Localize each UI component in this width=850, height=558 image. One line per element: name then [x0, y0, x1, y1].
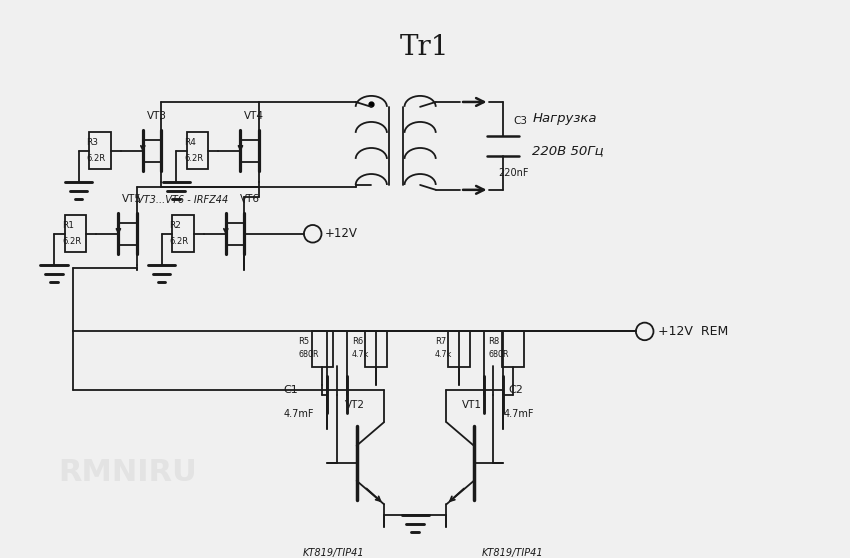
Text: 6.2R: 6.2R [62, 237, 81, 246]
Text: C1: C1 [283, 385, 298, 395]
Text: 4.7k: 4.7k [352, 350, 369, 359]
Text: R8: R8 [489, 336, 500, 345]
Text: R3: R3 [87, 138, 99, 147]
Text: 680R: 680R [298, 350, 319, 359]
Bar [65, 215, 87, 252]
Text: R5: R5 [298, 336, 309, 345]
Text: VT1: VT1 [462, 400, 482, 410]
Text: Нагрузка: Нагрузка [532, 112, 597, 125]
Text: 4.7k: 4.7k [434, 350, 452, 359]
Text: C3: C3 [513, 117, 527, 127]
Text: KT819/TIP41: KT819/TIP41 [303, 548, 365, 558]
Text: 680R: 680R [489, 350, 509, 359]
Text: VT4: VT4 [244, 110, 264, 121]
Text: +12V  REM: +12V REM [659, 325, 728, 338]
Text: R7: R7 [434, 336, 446, 345]
Text: Tr1: Tr1 [400, 33, 450, 61]
Text: VT2: VT2 [345, 400, 365, 410]
Bar [173, 215, 194, 252]
Text: R4: R4 [184, 138, 196, 147]
Bar [449, 331, 470, 367]
Text: VT6: VT6 [240, 194, 259, 204]
Text: VT3: VT3 [147, 110, 167, 121]
Bar [312, 331, 333, 367]
Text: 220В 50Гц: 220В 50Гц [532, 145, 604, 157]
Text: 220nF: 220nF [498, 168, 529, 178]
Text: R1: R1 [62, 222, 74, 230]
Text: 4.7mF: 4.7mF [503, 410, 534, 420]
Bar [89, 132, 110, 169]
Text: KT819/TIP41: KT819/TIP41 [482, 548, 543, 558]
Text: 6.2R: 6.2R [169, 237, 189, 246]
Text: R2: R2 [169, 222, 181, 230]
Bar [366, 331, 387, 367]
Text: 6.2R: 6.2R [87, 154, 105, 163]
Text: VT5: VT5 [122, 194, 142, 204]
Text: +12V: +12V [325, 227, 357, 240]
Text: RMNIRU: RMNIRU [58, 459, 196, 488]
Text: 6.2R: 6.2R [184, 154, 203, 163]
Text: R6: R6 [352, 336, 363, 345]
Text: VT3...VT6 - IRFZ44: VT3...VT6 - IRFZ44 [137, 195, 228, 205]
Text: C2: C2 [508, 385, 523, 395]
Text: 4.7mF: 4.7mF [283, 410, 314, 420]
Bar [187, 132, 208, 169]
Bar [502, 331, 524, 367]
